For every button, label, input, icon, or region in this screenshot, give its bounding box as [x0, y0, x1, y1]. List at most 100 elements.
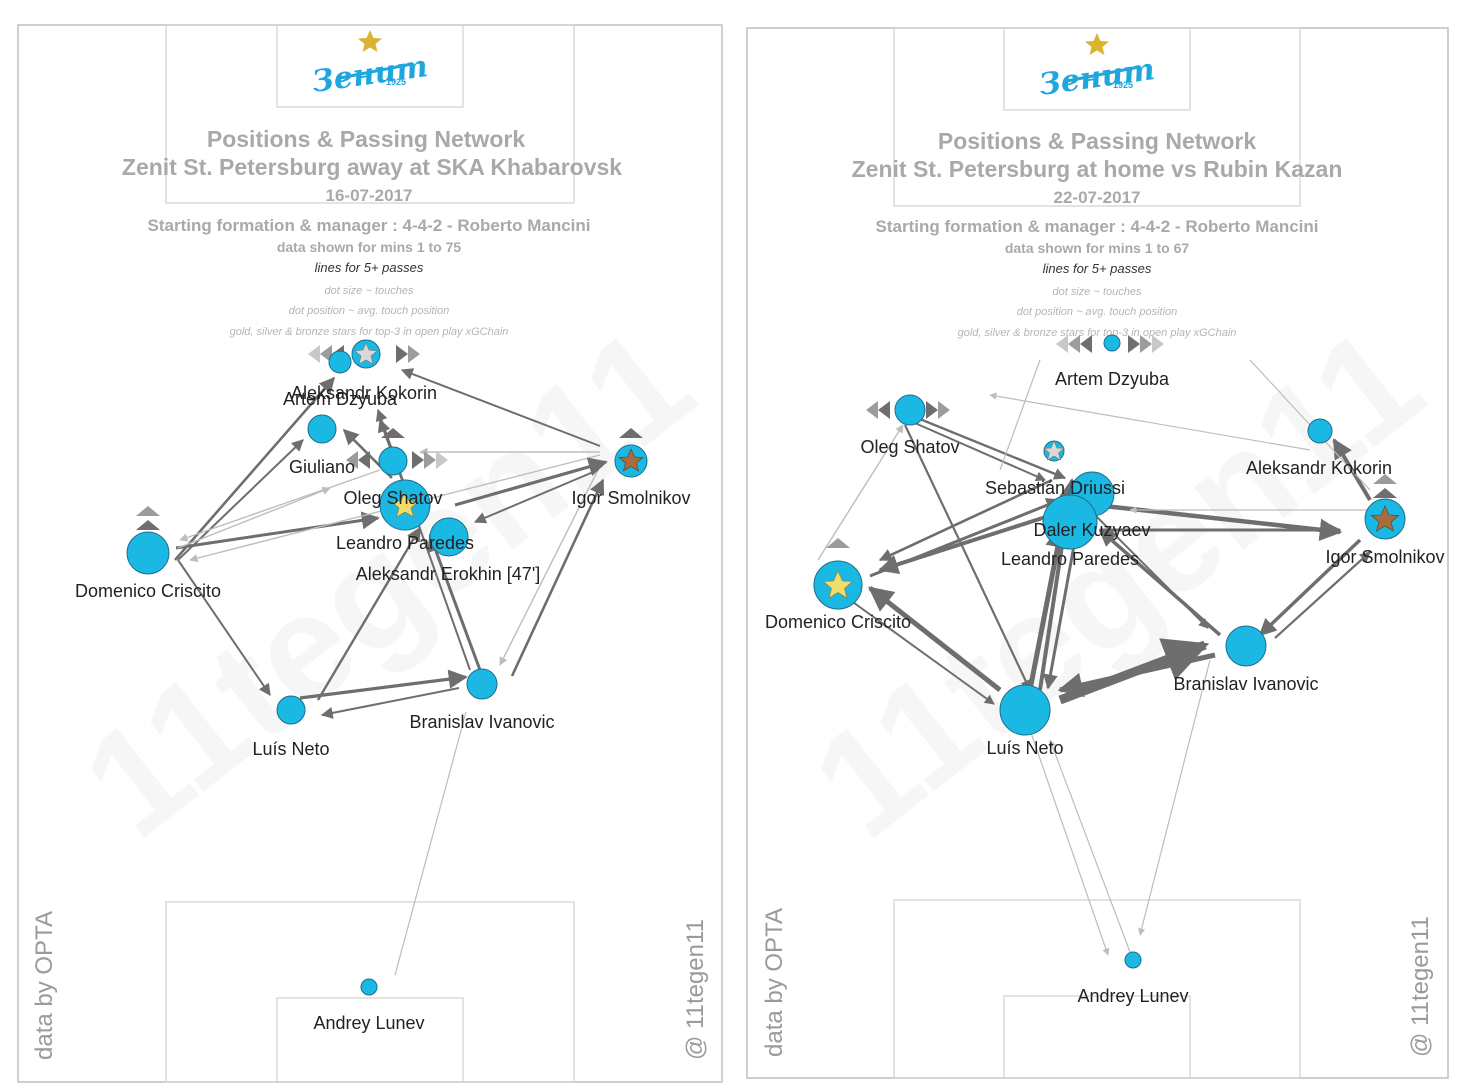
match-subtitle: Zenit St. Petersburg away at SKA Khabaro…: [122, 154, 622, 180]
note-dot-size: dot size ~ touches: [325, 285, 414, 297]
pass-edge: [473, 469, 599, 524]
lines-note: lines for 5+ passes: [1043, 261, 1152, 276]
player-label: Giuliano: [289, 457, 355, 477]
pass-edge: [907, 419, 1046, 481]
player-node: [1225, 625, 1267, 667]
player-label: Aleksandr Kokorin: [1246, 458, 1392, 478]
pass-edge: [909, 413, 1067, 480]
logo-star-icon: [358, 30, 382, 52]
note-dot-position: dot position ~ avg. touch position: [1017, 306, 1178, 318]
match-date: 22-07-2017: [1054, 188, 1141, 207]
minutes-label: data shown for mins 1 to 67: [1005, 240, 1190, 256]
data-source-label: data by OPTA: [761, 908, 788, 1057]
player-node: [1043, 440, 1065, 462]
player-label: Domenico Criscito: [765, 612, 911, 632]
player-label: Branislav Ivanovic: [409, 712, 554, 732]
svg-text:1925: 1925: [386, 77, 406, 87]
gold-star-icon: [390, 491, 420, 518]
player-node: [328, 350, 352, 374]
pass-edge: [499, 469, 599, 666]
formation-label: Starting formation & manager : 4-4-2 - R…: [876, 217, 1319, 236]
passing-network-panel-left: 11tegen11 Зенит 1925 Positions & Passing…: [17, 24, 723, 1083]
direction-markers: [826, 335, 1397, 548]
author-handle: @ 11tegen11: [1407, 916, 1434, 1057]
pass-edge: [177, 559, 271, 696]
pass-edge: [1027, 522, 1070, 691]
bronze-star-icon: [618, 448, 644, 472]
chart-title: Positions & Passing Network: [938, 128, 1256, 154]
pass-edge: [299, 669, 468, 700]
pass-edge: [454, 457, 608, 507]
player-label: Igor Smolnikov: [1325, 547, 1444, 567]
pitch-outline: [746, 27, 1449, 1079]
match-subtitle: Zenit St. Petersburg at home vs Rubin Ka…: [852, 156, 1343, 182]
player-label: Artem Dzyuba: [283, 389, 398, 409]
top-six-yard-box: [276, 24, 464, 108]
pass-edge: [1098, 528, 1222, 637]
player-node: [1042, 494, 1098, 550]
author-handle: @ 11tegen11: [682, 919, 709, 1060]
pass-edge: [904, 424, 1031, 691]
player-label: Leandro Paredes: [1001, 549, 1139, 569]
player-node: [894, 394, 926, 426]
player-node: [813, 560, 863, 610]
player-node: [1364, 498, 1406, 540]
pitch-canvas: 11tegen11 Зенит 1925 Positions & Passing…: [17, 24, 723, 1083]
match-date: 16-07-2017: [326, 186, 413, 205]
player-node: [466, 668, 498, 700]
player-label: Daler Kuzyaev: [1033, 520, 1150, 540]
player-node: [360, 978, 378, 996]
player-node: [378, 446, 408, 476]
pass-edge: [175, 511, 380, 550]
pass-edge: [849, 599, 995, 705]
player-label: Domenico Criscito: [75, 581, 221, 601]
minutes-label: data shown for mins 1 to 75: [277, 239, 462, 255]
player-label: Sebastián Driussi: [985, 478, 1125, 498]
player-label: Aleksandr Kokorin: [291, 383, 437, 403]
player-node: [1307, 418, 1333, 444]
player-node: [1124, 951, 1142, 969]
player-label: Andrey Lunev: [313, 1013, 424, 1033]
player-node: [276, 695, 306, 725]
player-node: [126, 531, 170, 575]
gold-star-icon: [822, 570, 854, 599]
player-node: [307, 414, 337, 444]
pass-edge: [316, 526, 422, 701]
chart-title: Positions & Passing Network: [207, 126, 525, 152]
pitch-canvas: 11tegen11 Зенит 1925 Positions & Passing…: [746, 27, 1449, 1079]
player-nodes: [813, 334, 1406, 969]
pass-edge: [1048, 739, 1131, 953]
pass-edge: [179, 469, 381, 542]
pass-edge: [989, 392, 1311, 451]
player-node: [1103, 334, 1121, 352]
silver-star-icon: [354, 342, 378, 365]
player-node: [614, 444, 648, 478]
pass-edges: [817, 359, 1372, 956]
player-label: Luís Neto: [986, 738, 1063, 758]
passing-network-panel-right: 11tegen11 Зенит 1925 Positions & Passing…: [730, 0, 1460, 1088]
player-labels: Aleksandr Kokorin Artem Dzyuba Giuliano …: [75, 383, 691, 1033]
player-label: Artem Dzyuba: [1055, 369, 1170, 389]
player-node: [999, 684, 1051, 736]
top-six-yard-box: [1003, 27, 1191, 111]
player-nodes: [126, 339, 648, 996]
bottom-six-yard-box: [276, 997, 464, 1083]
pass-edge: [427, 533, 482, 671]
logo-star-icon: [1085, 33, 1109, 55]
player-label: Branislav Ivanovic: [1173, 674, 1318, 694]
pass-edge: [320, 687, 460, 719]
player-labels: Artem Dzyuba Oleg Shatov Aleksandr Kokor…: [765, 369, 1445, 1006]
player-label: Andrey Lunev: [1077, 986, 1188, 1006]
note-dot-size: dot size ~ touches: [1053, 286, 1142, 298]
pass-edge: [400, 368, 601, 447]
pass-edge: [1029, 729, 1110, 956]
player-label: Aleksandr Erokhin [47']: [356, 564, 541, 584]
pass-edge: [1057, 652, 1216, 698]
pass-edge: [510, 478, 605, 677]
pass-edge: [817, 424, 904, 561]
player-label: Oleg Shatov: [860, 437, 959, 457]
lines-note: lines for 5+ passes: [315, 260, 424, 275]
pass-edge: [1094, 514, 1209, 629]
player-label: Leandro Paredes: [336, 533, 474, 553]
player-node: [351, 339, 381, 369]
